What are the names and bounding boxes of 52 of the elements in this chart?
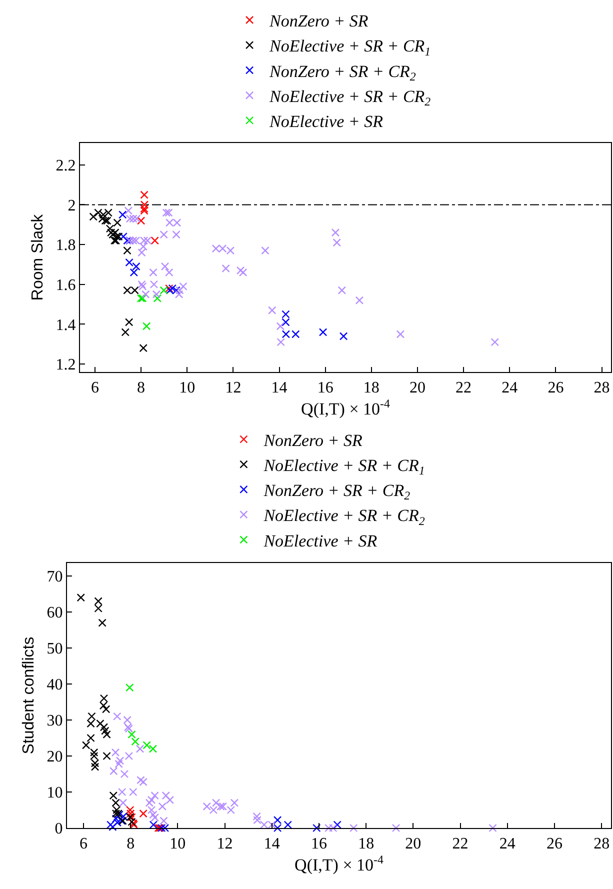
x-tick-label: 24: [502, 379, 518, 396]
x-tick-label: 18: [358, 835, 374, 852]
x-tick-label: 16: [310, 835, 327, 852]
legend-label: NonZero + SR + CR$_{2}$: [268, 62, 416, 84]
x-tick-label: 24: [499, 835, 516, 852]
x-tick-label: 8: [126, 835, 135, 852]
legend-label: NoElective + SR + CR$_{1}$: [262, 456, 425, 478]
y-tick-label: 30: [46, 712, 63, 730]
legend-label: NoElective + SR + CR$_{2}$: [262, 506, 425, 528]
x-tick-label: 22: [456, 379, 472, 396]
legend-label: NoElective + SR: [268, 112, 384, 131]
y-tick-label: 20: [46, 748, 63, 766]
y-axis-title: Room Slack: [30, 213, 47, 301]
x-tick-label: 22: [452, 835, 468, 852]
y-tick-label: 0: [54, 820, 63, 838]
y-tick-label: 70: [46, 568, 63, 586]
y-axis-title: Student conflicts: [20, 636, 38, 754]
legend-label: NoElective + SR + CR$_{1}$: [268, 36, 431, 58]
legend-label: NonZero + SR + CR$_{2}$: [262, 481, 410, 503]
x-tick-label: 14: [264, 835, 280, 852]
x-tick-label: 20: [405, 835, 422, 852]
x-tick-label: 18: [363, 379, 380, 396]
y-tick-label: 2: [68, 197, 76, 214]
x-tick-label: 10: [179, 379, 196, 396]
x-tick-label: 6: [79, 835, 88, 852]
y-tick-label: 60: [46, 604, 63, 622]
x-axis-title: Q(I,T) × 10$^{-4}$: [301, 396, 390, 418]
x-tick-label: 20: [409, 379, 426, 396]
y-tick-label: 1.6: [56, 276, 76, 294]
y-tick-label: 2.2: [56, 158, 76, 174]
x-tick-label: 14: [271, 379, 288, 396]
x-axis-title: Q(I,T) × 10$^{-4}$: [294, 852, 384, 874]
y-tick-label: 1.8: [56, 237, 76, 254]
x-tick-label: 28: [594, 379, 610, 396]
y-tick-label: 50: [46, 640, 63, 658]
x-tick-label: 12: [225, 379, 242, 396]
x-tick-label: 26: [548, 379, 564, 396]
legend-label: NonZero + SR: [262, 430, 363, 450]
x-tick-label: 6: [90, 379, 99, 396]
y-tick-label: 10: [46, 784, 63, 802]
x-tick-label: 28: [594, 835, 610, 852]
x-tick-label: 12: [216, 835, 233, 852]
legend-label: NoElective + SR + CR$_{2}$: [268, 86, 431, 108]
y-tick-label: 40: [46, 676, 63, 694]
x-tick-label: 26: [546, 835, 562, 852]
x-tick-label: 10: [170, 835, 186, 852]
y-tick-label: 1.4: [56, 316, 76, 334]
x-tick-label: 16: [317, 379, 334, 396]
x-tick-label: 8: [137, 379, 146, 396]
y-tick-label: 1.2: [56, 356, 76, 374]
legend-label: NoElective + SR: [262, 531, 378, 550]
legend-label: NonZero + SR: [268, 12, 369, 31]
